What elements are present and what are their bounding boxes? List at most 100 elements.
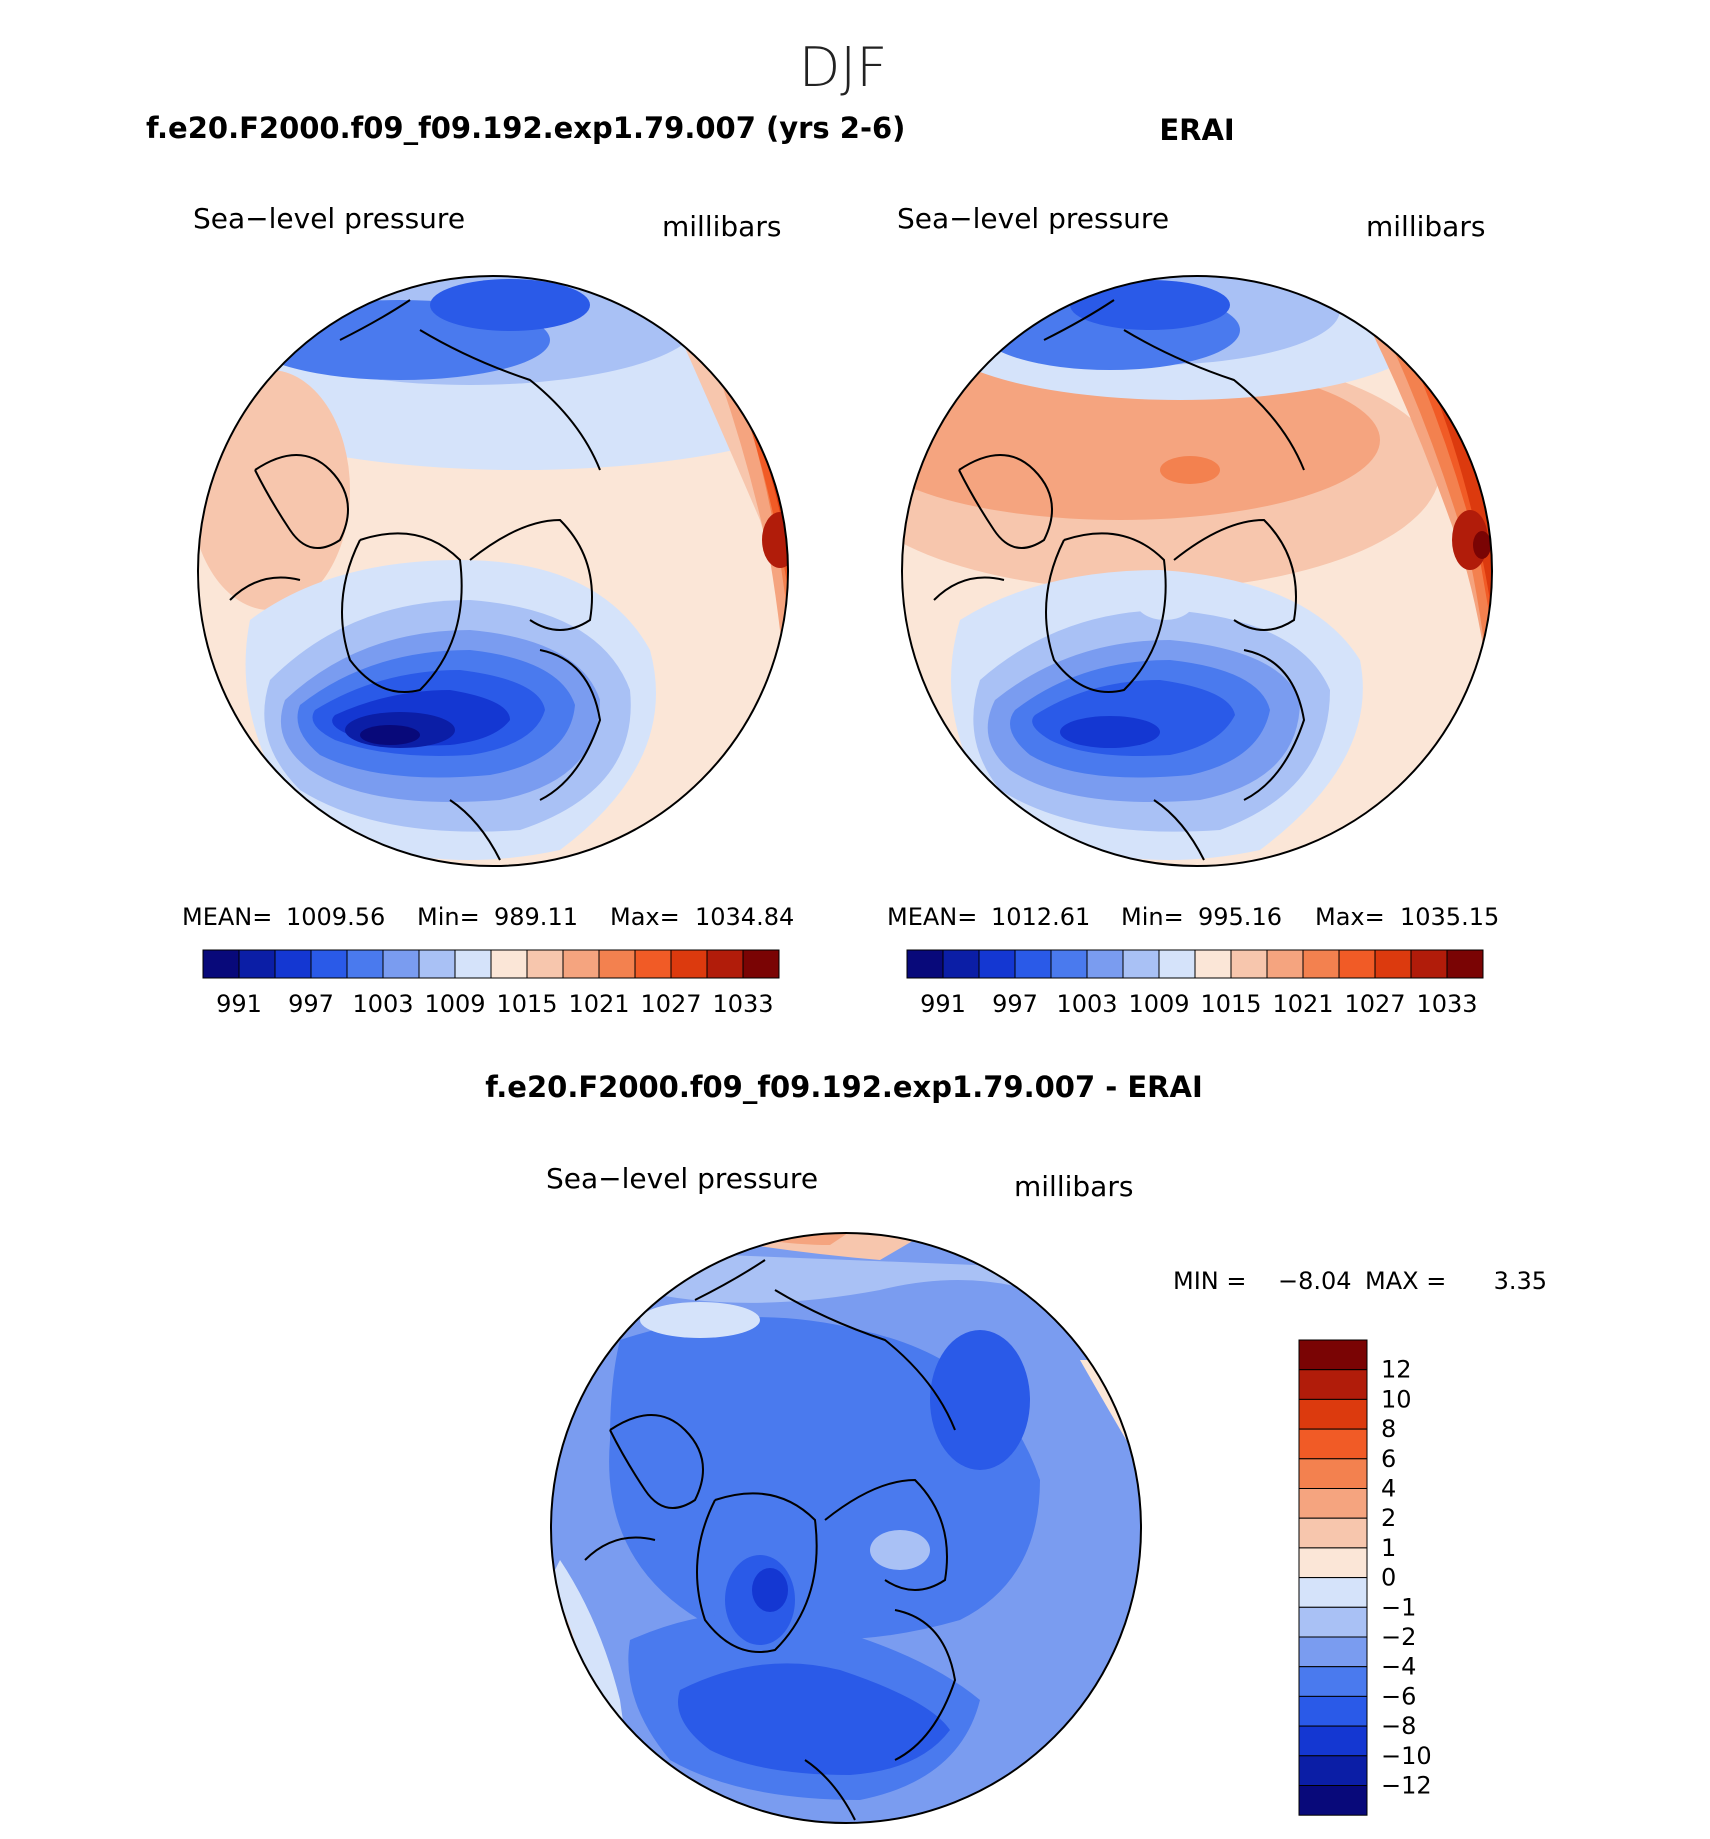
- diff-min-label: MIN =: [1173, 1267, 1246, 1295]
- colorbar-swatch: [274, 949, 312, 979]
- colorbar-tick-label: 6: [1381, 1445, 1396, 1473]
- model-mean-value: 1009.56: [286, 903, 385, 931]
- colorbar-swatch: [1230, 949, 1268, 979]
- model-max-label: Max=: [610, 903, 680, 931]
- colorbar-swatch: [1298, 1517, 1368, 1549]
- colorbar-tick-label: 12: [1381, 1356, 1412, 1384]
- obs-stats-line: MEAN= 1012.61 Min= 995.16 Max= 1035.15: [887, 903, 1499, 931]
- colorbar-tick-label: 1027: [640, 990, 701, 1018]
- colorbar-swatch: [238, 949, 276, 979]
- colorbar-swatch: [1302, 949, 1340, 979]
- colorbar-swatch: [1158, 949, 1196, 979]
- colorbar-swatch: [1050, 949, 1088, 979]
- obs-mean-label: MEAN=: [887, 903, 977, 931]
- model-colorbar: 991 997 1003 1009 1015 1021 1027 1033: [202, 949, 780, 1018]
- colorbar-swatch: [1298, 1488, 1368, 1519]
- colorbar-swatch: [598, 949, 636, 979]
- colorbar-swatch: [742, 949, 780, 979]
- colorbar-tick-label: −4: [1381, 1653, 1416, 1681]
- colorbar-swatch: [942, 949, 980, 979]
- colorbar-swatch: [1122, 949, 1160, 979]
- diff-max-label: MAX =: [1365, 1267, 1446, 1295]
- colorbar-swatch: [526, 949, 564, 979]
- colorbar-swatch: [1298, 1695, 1368, 1727]
- colorbar-swatch: [978, 949, 1016, 979]
- colorbar-tick-label: −8: [1381, 1712, 1416, 1740]
- colorbar-swatch: [1298, 1606, 1368, 1638]
- diff-polar-map: [551, 1233, 1141, 1823]
- colorbar-tick-label: −10: [1381, 1742, 1432, 1770]
- colorbar-swatch: [1298, 1428, 1368, 1460]
- colorbar-swatch: [670, 949, 708, 979]
- colorbar-swatch: [382, 949, 420, 979]
- colorbar-tick-label: −2: [1381, 1623, 1416, 1651]
- model-min-value: 989.11: [494, 903, 578, 931]
- colorbar-swatch: [1014, 949, 1052, 979]
- colorbar-swatch: [1298, 1577, 1368, 1608]
- diff-panel-title: f.e20.F2000.f09_f09.192.exp1.79.007 - ER…: [485, 1070, 1202, 1104]
- model-polar-map: [198, 276, 788, 866]
- model-map-border: [197, 275, 789, 867]
- colorbar-swatch: [418, 949, 456, 979]
- model-min-label: Min=: [417, 903, 480, 931]
- model-variable-label: Sea−level pressure: [193, 202, 465, 235]
- colorbar-tick-label: 0: [1381, 1564, 1396, 1592]
- colorbar-tick-label: 997: [288, 990, 334, 1018]
- diff-panel: f.e20.F2000.f09_f09.192.exp1.79.007 - ER…: [485, 1070, 1547, 1824]
- obs-map-border: [901, 275, 1493, 867]
- season-title: DJF: [799, 36, 888, 99]
- obs-max-label: Max=: [1315, 903, 1385, 931]
- colorbar-swatch: [1266, 949, 1304, 979]
- colorbar-swatch: [346, 949, 384, 979]
- colorbar-tick-label: 1003: [352, 990, 413, 1018]
- model-stats-line: MEAN= 1009.56 Min= 989.11 Max= 1034.84: [182, 903, 794, 931]
- colorbar-swatch: [202, 949, 240, 979]
- diff-min-value: −8.04: [1278, 1267, 1352, 1295]
- obs-units-label: millibars: [1366, 210, 1485, 243]
- colorbar-swatch: [1298, 1785, 1368, 1816]
- colorbar-swatch: [1410, 949, 1448, 979]
- colorbar-swatch: [1298, 1369, 1368, 1400]
- colorbar-tick-label: 1021: [1272, 990, 1333, 1018]
- colorbar-swatch: [1298, 1339, 1368, 1371]
- model-mean-label: MEAN=: [182, 903, 272, 931]
- colorbar-tick-label: 1015: [1200, 990, 1261, 1018]
- colorbar-swatch: [706, 949, 744, 979]
- colorbar-tick-label: 991: [920, 990, 966, 1018]
- obs-mean-value: 1012.61: [991, 903, 1090, 931]
- colorbar-tick-label: 8: [1381, 1415, 1396, 1443]
- colorbar-swatch: [1298, 1725, 1368, 1757]
- model-max-value: 1034.84: [695, 903, 794, 931]
- colorbar-tick-label: 1021: [568, 990, 629, 1018]
- colorbar-swatch: [1298, 1398, 1368, 1430]
- obs-panel: ERAI Sea−level pressure millibars: [887, 113, 1499, 1018]
- colorbar-swatch: [1086, 949, 1124, 979]
- colorbar-swatch: [1194, 949, 1232, 979]
- colorbar-tick-label: −6: [1381, 1682, 1416, 1710]
- colorbar-tick-label: 1027: [1344, 990, 1405, 1018]
- diff-variable-label: Sea−level pressure: [546, 1162, 818, 1195]
- colorbar-swatch: [906, 949, 944, 979]
- colorbar-swatch: [634, 949, 672, 979]
- colorbar-tick-label: 1033: [712, 990, 773, 1018]
- obs-min-label: Min=: [1121, 903, 1184, 931]
- colorbar-tick-label: 10: [1381, 1385, 1412, 1413]
- colorbar-swatch: [1298, 1547, 1368, 1579]
- colorbar-tick-label: −1: [1381, 1593, 1416, 1621]
- model-units-label: millibars: [662, 210, 781, 243]
- colorbar-tick-label: 1033: [1416, 990, 1477, 1018]
- colorbar-swatch: [1298, 1666, 1368, 1697]
- colorbar-tick-label: 1003: [1056, 990, 1117, 1018]
- obs-variable-label: Sea−level pressure: [897, 202, 1169, 235]
- colorbar-tick-label: 1009: [424, 990, 485, 1018]
- model-panel: f.e20.F2000.f09_f09.192.exp1.79.007 (yrs…: [146, 111, 905, 1018]
- diff-max-value: 3.35: [1494, 1267, 1547, 1295]
- diff-stats-line: MIN = −8.04 MAX = 3.35: [1173, 1267, 1547, 1295]
- diff-units-label: millibars: [1014, 1170, 1133, 1203]
- colorbar-swatch: [1298, 1755, 1368, 1787]
- obs-colorbar: 991 997 1003 1009 1015 1021 1027 1033: [906, 949, 1484, 1018]
- obs-min-value: 995.16: [1198, 903, 1282, 931]
- colorbar-swatch: [1446, 949, 1484, 979]
- obs-polar-map: [902, 276, 1492, 866]
- model-panel-title: f.e20.F2000.f09_f09.192.exp1.79.007 (yrs…: [146, 111, 905, 145]
